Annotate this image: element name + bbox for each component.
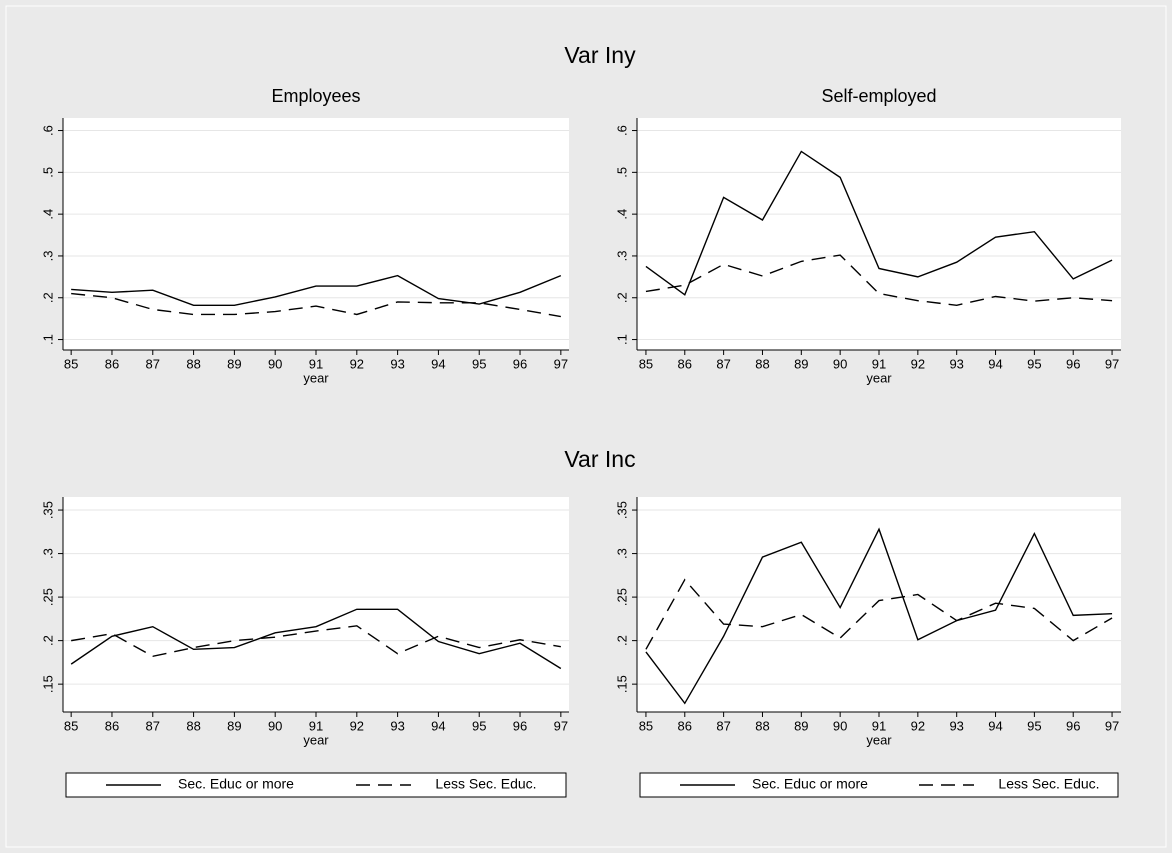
x-tick-label: 87 bbox=[146, 356, 160, 371]
x-tick-label: 91 bbox=[872, 356, 886, 371]
panel-title: Employees bbox=[271, 86, 360, 106]
x-tick-label: 93 bbox=[390, 356, 404, 371]
data-line bbox=[645, 150, 1113, 296]
x-tick-label: 96 bbox=[513, 718, 527, 733]
y-tick-label: .5 bbox=[614, 167, 629, 178]
x-tick-label: 90 bbox=[268, 718, 282, 733]
x-tick-label: 87 bbox=[716, 356, 730, 371]
x-tick-label: 89 bbox=[227, 356, 241, 371]
y-tick-label: .15 bbox=[614, 675, 629, 693]
y-tick-label: .25 bbox=[40, 588, 55, 606]
x-tick-label: 90 bbox=[268, 356, 282, 371]
data-line bbox=[71, 292, 561, 318]
x-tick-label: 87 bbox=[716, 718, 730, 733]
plot-area bbox=[637, 118, 1121, 350]
y-tick-label: .4 bbox=[614, 209, 629, 220]
x-tick-label: 96 bbox=[1066, 356, 1080, 371]
legend-label: Sec. Educ or more bbox=[178, 776, 294, 792]
x-tick-label: 88 bbox=[755, 356, 769, 371]
legend-label: Sec. Educ or more bbox=[752, 776, 868, 792]
y-tick-label: .4 bbox=[40, 209, 55, 220]
legend-label: Less Sec. Educ. bbox=[435, 776, 536, 792]
panel-title: Self-employed bbox=[821, 86, 936, 106]
x-tick-label: 95 bbox=[472, 356, 486, 371]
x-tick-label: 97 bbox=[554, 356, 568, 371]
plot-area bbox=[63, 118, 569, 350]
y-tick-label: .35 bbox=[614, 501, 629, 519]
x-tick-label: 93 bbox=[949, 718, 963, 733]
x-axis-label: year bbox=[303, 732, 329, 747]
y-tick-label: .1 bbox=[614, 334, 629, 345]
y-tick-label: .6 bbox=[614, 125, 629, 136]
y-tick-label: .3 bbox=[40, 251, 55, 262]
data-line bbox=[645, 578, 1113, 650]
x-tick-label: 91 bbox=[872, 718, 886, 733]
x-tick-label: 96 bbox=[1066, 718, 1080, 733]
data-line bbox=[645, 527, 1113, 705]
x-tick-label: 92 bbox=[911, 718, 925, 733]
x-tick-label: 97 bbox=[1105, 356, 1119, 371]
x-tick-label: 85 bbox=[64, 718, 78, 733]
y-tick-label: .25 bbox=[614, 588, 629, 606]
x-tick-label: 88 bbox=[186, 718, 200, 733]
x-tick-label: 92 bbox=[350, 356, 364, 371]
x-tick-label: 86 bbox=[105, 718, 119, 733]
x-tick-label: 91 bbox=[309, 356, 323, 371]
x-tick-label: 85 bbox=[639, 356, 653, 371]
legend-label: Less Sec. Educ. bbox=[998, 776, 1099, 792]
x-tick-label: 97 bbox=[554, 718, 568, 733]
y-tick-label: .15 bbox=[40, 675, 55, 693]
plot-area bbox=[63, 497, 569, 712]
x-tick-label: 95 bbox=[1027, 356, 1041, 371]
x-axis-label: year bbox=[866, 732, 892, 747]
y-tick-label: .3 bbox=[614, 548, 629, 559]
x-tick-label: 88 bbox=[186, 356, 200, 371]
x-tick-label: 94 bbox=[431, 356, 445, 371]
data-line bbox=[71, 274, 562, 306]
x-tick-label: 92 bbox=[350, 718, 364, 733]
x-tick-label: 89 bbox=[794, 718, 808, 733]
x-tick-label: 91 bbox=[309, 718, 323, 733]
data-line bbox=[71, 625, 561, 658]
y-tick-label: .2 bbox=[40, 292, 55, 303]
data-line bbox=[70, 608, 562, 670]
y-tick-label: .2 bbox=[614, 635, 629, 646]
x-tick-label: 90 bbox=[833, 718, 847, 733]
x-tick-label: 92 bbox=[911, 356, 925, 371]
x-tick-label: 85 bbox=[64, 356, 78, 371]
x-tick-label: 87 bbox=[146, 718, 160, 733]
y-tick-label: .1 bbox=[40, 334, 55, 345]
x-tick-label: 94 bbox=[431, 718, 445, 733]
section-heading: Var Inc bbox=[564, 446, 635, 472]
y-tick-label: .2 bbox=[40, 635, 55, 646]
x-tick-label: 88 bbox=[755, 718, 769, 733]
y-tick-label: .35 bbox=[40, 501, 55, 519]
y-tick-label: .5 bbox=[40, 167, 55, 178]
x-tick-label: 94 bbox=[988, 356, 1002, 371]
x-tick-label: 97 bbox=[1105, 718, 1119, 733]
x-tick-label: 85 bbox=[639, 718, 653, 733]
x-tick-label: 89 bbox=[794, 356, 808, 371]
y-tick-label: .3 bbox=[614, 251, 629, 262]
x-tick-label: 86 bbox=[105, 356, 119, 371]
x-tick-label: 95 bbox=[1027, 718, 1041, 733]
y-tick-label: .6 bbox=[40, 125, 55, 136]
plot-area bbox=[637, 497, 1121, 712]
x-tick-label: 86 bbox=[678, 356, 692, 371]
x-tick-label: 96 bbox=[513, 356, 527, 371]
x-tick-label: 93 bbox=[390, 718, 404, 733]
x-tick-label: 86 bbox=[678, 718, 692, 733]
x-tick-label: 95 bbox=[472, 718, 486, 733]
x-axis-label: year bbox=[866, 370, 892, 385]
x-tick-label: 89 bbox=[227, 718, 241, 733]
section-heading: Var Iny bbox=[564, 42, 636, 68]
x-tick-label: 94 bbox=[988, 718, 1002, 733]
x-axis-label: year bbox=[303, 370, 329, 385]
x-tick-label: 90 bbox=[833, 356, 847, 371]
x-tick-label: 93 bbox=[949, 356, 963, 371]
y-tick-label: .3 bbox=[40, 548, 55, 559]
y-tick-label: .2 bbox=[614, 292, 629, 303]
